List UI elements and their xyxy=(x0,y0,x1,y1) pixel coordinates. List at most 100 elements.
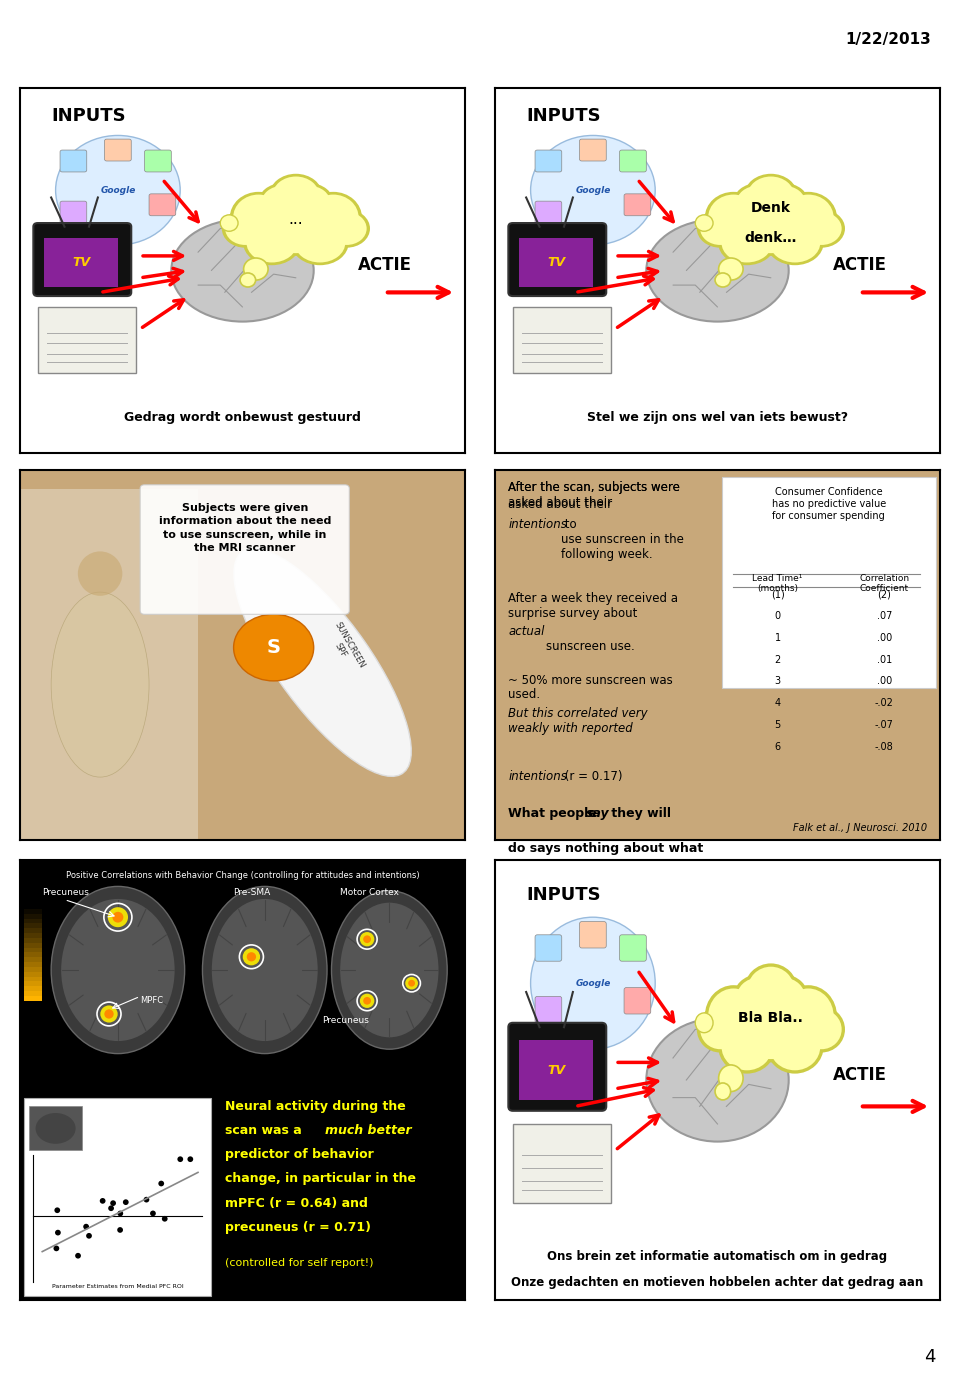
Text: Ons brein zet informatie automatisch om in gedrag: Ons brein zet informatie automatisch om … xyxy=(547,1250,888,1263)
FancyBboxPatch shape xyxy=(24,928,42,934)
Ellipse shape xyxy=(326,212,367,245)
Ellipse shape xyxy=(220,214,238,231)
Text: Precuneus: Precuneus xyxy=(42,888,89,898)
Text: TV: TV xyxy=(547,256,565,268)
Text: After a week they received a
surprise survey about: After a week they received a surprise su… xyxy=(509,592,679,620)
FancyBboxPatch shape xyxy=(619,935,646,961)
Ellipse shape xyxy=(700,1010,740,1050)
FancyBboxPatch shape xyxy=(535,996,562,1023)
Text: Google: Google xyxy=(575,979,611,987)
Text: Lead Time¹
(months): Lead Time¹ (months) xyxy=(753,574,803,593)
FancyBboxPatch shape xyxy=(535,935,562,961)
FancyBboxPatch shape xyxy=(535,201,562,223)
Text: Positive Correlations with Behavior Change (controlling for attitudes and intent: Positive Correlations with Behavior Chan… xyxy=(65,871,420,880)
Ellipse shape xyxy=(734,986,807,1059)
FancyBboxPatch shape xyxy=(519,1040,593,1099)
Ellipse shape xyxy=(54,1246,60,1252)
Text: Motor Cortex: Motor Cortex xyxy=(341,888,399,898)
FancyBboxPatch shape xyxy=(580,921,607,947)
Text: Precuneus: Precuneus xyxy=(323,1015,370,1025)
Text: Denk: Denk xyxy=(751,202,791,216)
FancyBboxPatch shape xyxy=(580,140,607,160)
Ellipse shape xyxy=(162,1216,168,1221)
Text: Neural activity during the: Neural activity during the xyxy=(225,1099,405,1113)
Ellipse shape xyxy=(360,932,374,946)
Ellipse shape xyxy=(273,177,320,214)
FancyBboxPatch shape xyxy=(624,194,651,216)
Text: do says nothing about what: do says nothing about what xyxy=(509,842,704,855)
Ellipse shape xyxy=(112,911,123,922)
Ellipse shape xyxy=(55,1207,60,1213)
Ellipse shape xyxy=(770,223,820,263)
Ellipse shape xyxy=(705,985,762,1047)
Ellipse shape xyxy=(732,183,782,224)
FancyBboxPatch shape xyxy=(24,924,42,928)
FancyBboxPatch shape xyxy=(24,943,42,947)
Ellipse shape xyxy=(51,887,184,1054)
Ellipse shape xyxy=(244,259,268,281)
FancyBboxPatch shape xyxy=(24,967,42,972)
Ellipse shape xyxy=(705,192,762,243)
Ellipse shape xyxy=(744,964,798,1017)
Ellipse shape xyxy=(715,272,731,288)
Ellipse shape xyxy=(799,209,845,248)
Text: change, in particular in the: change, in particular in the xyxy=(225,1173,416,1185)
Text: do: do xyxy=(627,873,648,887)
Ellipse shape xyxy=(247,952,256,961)
Ellipse shape xyxy=(722,1023,772,1070)
Ellipse shape xyxy=(531,917,655,1050)
Text: -.08: -.08 xyxy=(875,741,894,752)
Ellipse shape xyxy=(105,1010,113,1019)
Ellipse shape xyxy=(295,223,346,263)
Ellipse shape xyxy=(178,1156,183,1162)
Ellipse shape xyxy=(783,989,833,1044)
Ellipse shape xyxy=(708,195,759,241)
Ellipse shape xyxy=(331,891,447,1050)
Text: 1: 1 xyxy=(775,633,780,643)
Text: 1/22/2013: 1/22/2013 xyxy=(846,32,931,47)
Ellipse shape xyxy=(719,1065,743,1091)
Text: precuneus (r = 0.71): precuneus (r = 0.71) xyxy=(225,1221,371,1234)
Text: TV: TV xyxy=(547,1064,565,1077)
Text: they will: they will xyxy=(607,806,671,820)
Text: to
use sunscreen in the
following week.: to use sunscreen in the following week. xyxy=(561,519,684,561)
Ellipse shape xyxy=(363,935,371,943)
Ellipse shape xyxy=(108,1206,114,1212)
Text: Correlation
Coefficient: Correlation Coefficient xyxy=(859,574,909,593)
Text: 3: 3 xyxy=(775,676,780,686)
FancyBboxPatch shape xyxy=(24,904,42,909)
Ellipse shape xyxy=(256,191,336,256)
Ellipse shape xyxy=(780,192,837,243)
Text: After the scan, subjects were
asked about their: After the scan, subjects were asked abou… xyxy=(509,481,681,509)
Ellipse shape xyxy=(240,272,255,288)
Text: much better: much better xyxy=(324,1124,412,1137)
Ellipse shape xyxy=(646,220,789,322)
FancyBboxPatch shape xyxy=(24,986,42,992)
Text: Parameter Estimates from Medial PFC ROI: Parameter Estimates from Medial PFC ROI xyxy=(52,1283,183,1289)
Ellipse shape xyxy=(158,1181,164,1187)
Ellipse shape xyxy=(100,1198,106,1203)
Ellipse shape xyxy=(110,1200,116,1206)
Ellipse shape xyxy=(233,195,284,241)
Ellipse shape xyxy=(61,899,175,1041)
FancyBboxPatch shape xyxy=(722,477,936,689)
Ellipse shape xyxy=(770,1023,820,1070)
FancyBboxPatch shape xyxy=(24,963,42,967)
Text: (2): (2) xyxy=(877,589,891,599)
FancyBboxPatch shape xyxy=(149,194,176,216)
FancyBboxPatch shape xyxy=(29,1106,83,1151)
FancyBboxPatch shape xyxy=(24,976,42,982)
Text: 4: 4 xyxy=(924,1348,936,1366)
Ellipse shape xyxy=(646,1018,789,1141)
Ellipse shape xyxy=(78,552,122,596)
Text: Bla Bla..: Bla Bla.. xyxy=(738,1011,804,1025)
Ellipse shape xyxy=(799,1007,845,1052)
Ellipse shape xyxy=(308,195,359,241)
Ellipse shape xyxy=(802,212,842,245)
FancyBboxPatch shape xyxy=(24,947,42,953)
FancyBboxPatch shape xyxy=(34,223,132,296)
Text: ACTIE: ACTIE xyxy=(833,1066,887,1084)
FancyBboxPatch shape xyxy=(24,992,42,996)
Ellipse shape xyxy=(732,975,782,1023)
Text: INPUTS: INPUTS xyxy=(526,106,601,124)
